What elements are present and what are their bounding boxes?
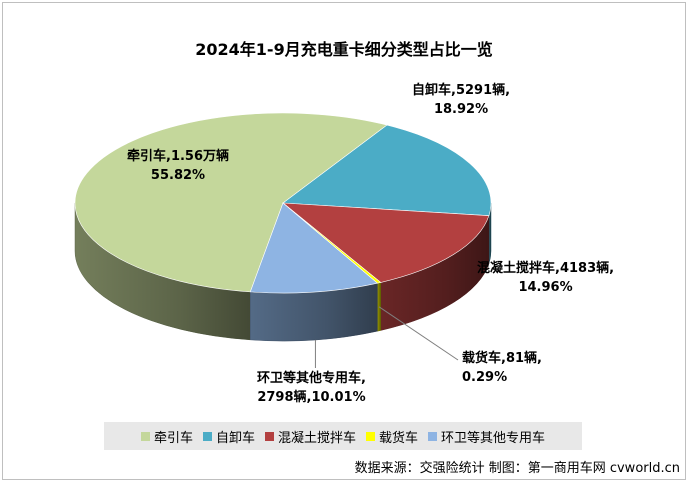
label-cargo-line1: 载货车,81辆, — [462, 351, 542, 366]
legend-item-mixer: 混凝土搅拌车 — [264, 427, 356, 446]
pie-slice-mixer — [282, 202, 490, 283]
legend-swatch-sanitation — [428, 431, 438, 441]
pie-side-shade-dump-truck — [488, 203, 491, 264]
label-mixer-line1: 混凝土搅拌车,4183辆, — [477, 261, 615, 276]
legend-item-cargo: 载货车 — [366, 427, 418, 446]
label-tractor-line1: 牵引车,1.56万辆 — [127, 149, 230, 164]
label-tractor: 牵引车,1.56万辆 55.82% — [127, 147, 229, 185]
label-cargo-line2: 0.29% — [462, 370, 508, 385]
label-sanitation: 环卫等其他专用车, 2798辆,10.01% — [257, 369, 366, 407]
legend-swatch-cargo — [366, 431, 375, 441]
legend-label-dump-truck: 自卸车 — [215, 430, 255, 446]
label-tractor-line2: 55.82% — [150, 168, 206, 183]
legend-label-tractor: 牵引车 — [153, 430, 193, 446]
legend-item-dump-truck: 自卸车 — [202, 427, 255, 446]
legend-item-sanitation: 环卫等其他专用车 — [428, 427, 545, 446]
label-dump-truck-line2: 18.92% — [433, 102, 489, 117]
label-cargo: 载货车,81辆, 0.29% — [462, 349, 542, 387]
label-mixer-line2: 14.96% — [518, 280, 573, 295]
label-mixer: 混凝土搅拌车,4183辆, 14.96% — [477, 259, 614, 297]
legend-swatch-mixer — [264, 431, 274, 441]
chart-title: 2024年1-9月充电重卡细分类型占比一览 — [195, 40, 493, 59]
pie-side-shade-tractor — [74, 203, 251, 340]
legend: 牵引车 自卸车 混凝土搅拌车 载货车 环卫等其他专用车 — [104, 422, 582, 450]
leader-line-cargo — [378, 306, 459, 361]
legend-swatch-dump-truck — [202, 431, 212, 441]
label-sanitation-line2: 2798辆,10.01% — [257, 390, 366, 405]
pie-slice-sanitation — [249, 202, 379, 294]
label-dump-truck-line1: 自卸车,5291辆, — [412, 83, 511, 98]
pie-side-shade-sanitation — [250, 283, 378, 341]
legend-label-mixer: 混凝土搅拌车 — [277, 430, 356, 446]
label-sanitation-line1: 环卫等其他专用车, — [257, 371, 366, 386]
legend-label-cargo: 载货车 — [379, 430, 419, 446]
pie-side-shade-mixer — [380, 215, 489, 331]
source-note: 数据来源：交强险统计 制图：第一商用车网 cvworld.cn — [354, 461, 680, 476]
label-dump-truck: 自卸车,5291辆, 18.92% — [412, 81, 510, 119]
legend-item-tractor: 牵引车 — [140, 427, 193, 446]
pie-side-shade-cargo — [377, 282, 381, 332]
pie-slice-dump-truck — [282, 124, 492, 217]
legend-swatch-tractor — [140, 431, 150, 441]
legend-label-sanitation: 环卫等其他专用车 — [441, 430, 546, 446]
pie-slice-tractor — [74, 112, 388, 293]
